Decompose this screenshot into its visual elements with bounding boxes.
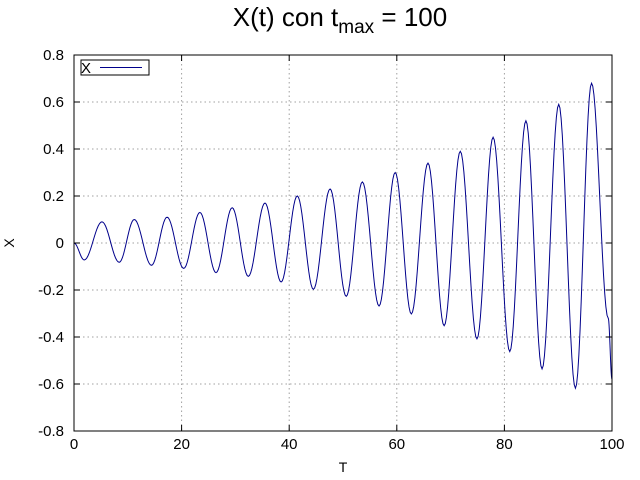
x-tick-label: 100	[599, 436, 624, 453]
series-line-x	[73, 81, 613, 390]
y-tick-label: -0.4	[38, 329, 64, 346]
y-tick-label: 0.4	[43, 141, 64, 158]
y-tick-label: 0.2	[43, 188, 64, 205]
chart-title-main: X(t) con t	[233, 2, 339, 32]
y-tick-label: 0.8	[43, 47, 64, 64]
x-tick-label: 60	[388, 436, 405, 453]
series-layer	[73, 81, 613, 390]
legend-label-x: X	[81, 60, 91, 77]
x-tick-label: 0	[70, 436, 78, 453]
y-tick-label: -0.8	[38, 423, 64, 440]
y-tick-label: 0	[56, 235, 64, 252]
grid	[74, 55, 612, 431]
y-tick-label: 0.6	[43, 94, 64, 111]
y-tick-label: -0.6	[38, 376, 64, 393]
x-axis-label: T	[339, 459, 348, 475]
y-tick-label: -0.2	[38, 282, 64, 299]
chart-title: X(t) con tmax = 100	[233, 2, 447, 38]
legend: X	[80, 59, 150, 77]
x-tick-label: 20	[173, 436, 190, 453]
y-axis-label: X	[1, 238, 17, 248]
x-tick-label: 80	[496, 436, 513, 453]
x-tick-label: 40	[281, 436, 298, 453]
axis-ticks: 0 20 40 60 80 100 -0.8 -0.6 -0.4 -0.2 0 0.2 0.4 0.6 0.…	[38, 47, 624, 453]
chart-title-subscript: max	[338, 17, 374, 38]
chart-title-suffix: = 100	[374, 2, 447, 32]
plot-frame	[73, 54, 613, 432]
